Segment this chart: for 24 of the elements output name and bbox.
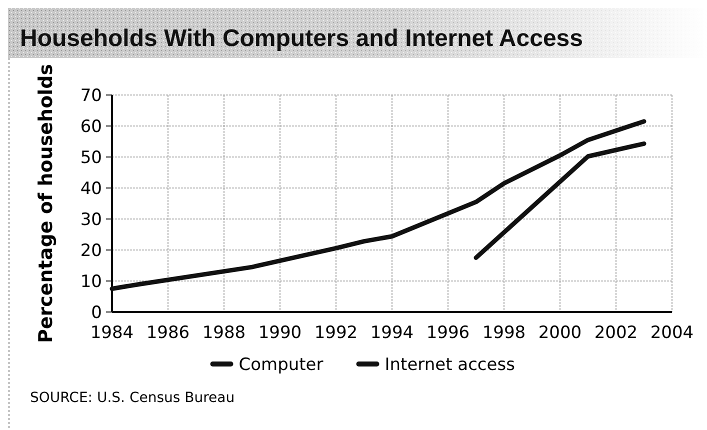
y-tick-label: 20 [80,240,102,261]
x-tick-label: 1988 [202,323,246,343]
x-tick-label: 1984 [90,323,134,343]
chart-title: Households With Computers and Internet Access [20,25,583,52]
x-tick-label: 2002 [594,323,638,343]
y-axis-title: Percentage of households [35,64,57,344]
x-tick-label: 1998 [482,323,526,343]
x-tick-label: 1992 [314,323,358,343]
legend-label: Internet access [384,354,516,375]
legend-label: Computer [238,354,324,375]
y-tick-label: 50 [80,148,102,168]
x-tick-label: 1990 [258,323,302,343]
y-tick-label: 40 [80,178,102,199]
source-note: SOURCE: U.S. Census Bureau [30,390,235,406]
x-tick-label: 1996 [426,323,470,343]
x-tick-label: 1986 [146,323,190,343]
x-tick-label: 1994 [370,323,414,343]
y-tick-label: 60 [80,116,102,137]
y-tick-label: 30 [80,210,102,230]
x-tick-label: 2004 [650,323,694,343]
y-tick-label: 10 [80,272,102,292]
y-tick-label: 70 [80,86,102,106]
y-tick-label: 0 [91,302,102,323]
x-tick-label: 2000 [538,323,582,343]
